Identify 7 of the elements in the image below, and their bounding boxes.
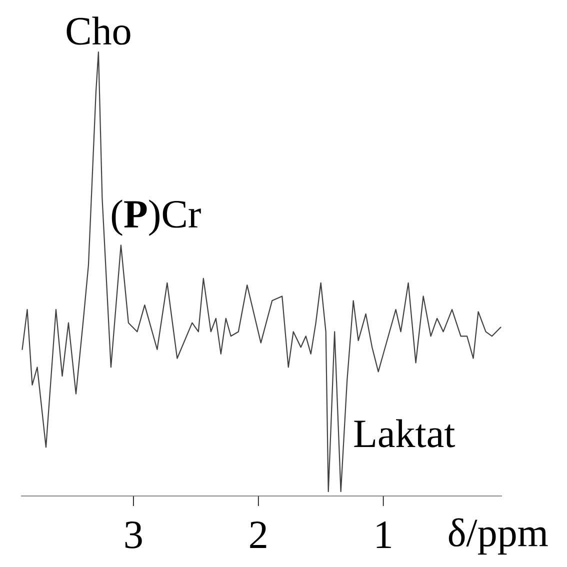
x-axis-title: δ/ppm	[448, 518, 548, 555]
x-tick-label: 1	[376, 522, 391, 548]
annotation: (P)Cr	[112, 200, 201, 236]
annotation: Laktat	[354, 419, 455, 448]
x-tick-label: 3	[125, 522, 142, 548]
annotation: Cho	[66, 16, 130, 45]
x-tick-label: 2	[250, 522, 266, 548]
